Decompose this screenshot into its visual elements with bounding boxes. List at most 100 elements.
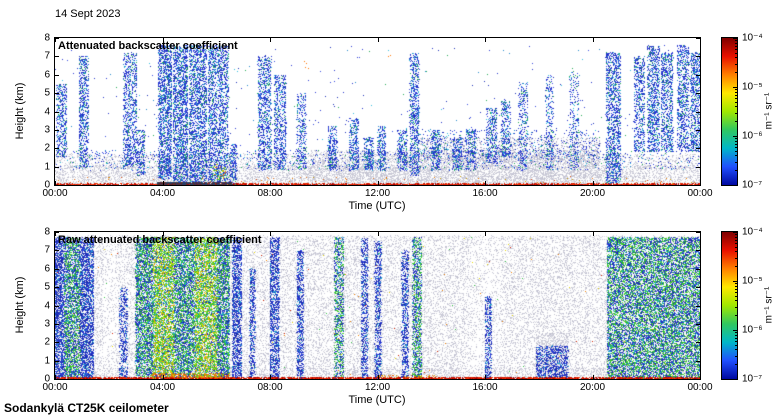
- y-tick-label: 7: [44, 50, 50, 62]
- colorbar-tick-mark: [733, 185, 738, 186]
- x-tick-mark: [377, 375, 379, 379]
- colorbar-tick-mark: [733, 379, 738, 380]
- y-tick-mark: [696, 93, 700, 95]
- x-tick-mark: [55, 38, 56, 42]
- colorbar-tick-mark: [733, 330, 738, 331]
- colorbar-minor-tick: [735, 42, 738, 44]
- colorbar-minor-tick: [735, 170, 738, 172]
- y-tick-label: 4: [44, 106, 50, 117]
- colorbar-minor-tick: [735, 257, 738, 259]
- colorbar-minor-tick: [735, 138, 738, 140]
- y-tick-mark: [696, 74, 700, 76]
- y-tick-mark: [696, 232, 700, 233]
- y-tick-label: 3: [44, 124, 50, 136]
- colorbar-minor-tick: [735, 94, 738, 96]
- x-tick-mark: [700, 232, 701, 236]
- y-tick-mark: [55, 342, 59, 344]
- colorbar-minor-tick: [735, 306, 738, 308]
- colorbar-minor-tick: [735, 334, 738, 336]
- colorbar-minor-tick: [735, 337, 738, 339]
- colorbar-minor-tick: [735, 72, 738, 74]
- colorbar-minor-tick: [735, 91, 738, 93]
- colorbar-minor-tick: [735, 140, 738, 142]
- x-tick-mark: [55, 232, 56, 236]
- x-tick-label: 12:00: [364, 382, 391, 393]
- y-tick-mark: [696, 268, 700, 270]
- raw-panel-title: Raw attenuated backscatter coefficient: [58, 234, 262, 246]
- colorbar-minor-tick: [735, 349, 738, 351]
- x-tick-label: 12:00: [364, 188, 391, 199]
- colorbar-minor-tick: [735, 52, 738, 54]
- x-tick-label: 20:00: [579, 382, 606, 393]
- x-tick-mark: [700, 38, 701, 42]
- y-tick-label: 0: [44, 373, 50, 385]
- y-tick-label: 6: [44, 69, 50, 81]
- x-tick-mark: [55, 375, 56, 379]
- y-tick-mark: [55, 379, 59, 380]
- colorbar-tick-label: 10⁻⁴: [742, 32, 763, 44]
- colorbar-minor-tick: [735, 101, 738, 103]
- x-tick-mark: [162, 232, 164, 236]
- colorbar-minor-tick: [735, 155, 738, 157]
- raw-backscatter-panel: Raw attenuated backscatter coefficient: [54, 231, 701, 380]
- x-tick-mark: [485, 38, 486, 42]
- y-tick-mark: [55, 93, 59, 95]
- colorbar: [721, 231, 738, 380]
- colorbar-minor-tick: [735, 150, 738, 152]
- y-tick-mark: [55, 287, 59, 289]
- x-tick-mark: [270, 181, 271, 185]
- y-tick-mark: [696, 38, 700, 39]
- y-tick-label: 1: [44, 355, 50, 367]
- colorbar-tick-label: 10⁻⁶: [742, 130, 763, 142]
- x-tick-mark: [270, 38, 271, 42]
- x-tick-label: 04:00: [149, 382, 176, 393]
- colorbar-minor-tick: [735, 143, 738, 145]
- x-tick-label: 04:00: [149, 188, 176, 199]
- y-tick-mark: [55, 129, 59, 131]
- y-tick-mark: [55, 38, 59, 39]
- colorbar-minor-tick: [735, 146, 738, 148]
- x-tick-mark: [162, 375, 164, 379]
- colorbar-minor-tick: [735, 246, 738, 248]
- colorbar-minor-tick: [735, 45, 738, 47]
- colorbar-minor-tick: [735, 283, 738, 285]
- y-tick-label: 0: [44, 179, 50, 191]
- y-tick-mark: [696, 342, 700, 344]
- y-tick-label: 5: [44, 281, 50, 293]
- y-tick-label: 2: [44, 142, 50, 154]
- colorbar-minor-tick: [735, 332, 738, 334]
- colorbar-tick-label: 10⁻⁷: [742, 179, 763, 191]
- y-tick-mark: [696, 250, 700, 252]
- colorbar-minor-tick: [735, 106, 738, 108]
- y-tick-mark: [696, 360, 700, 362]
- x-tick-mark: [270, 375, 271, 379]
- time-axis-label: Time (UTC): [348, 200, 406, 212]
- colorbar-minor-tick: [735, 285, 738, 287]
- colorbar-tick-mark: [733, 38, 738, 39]
- colorbar-minor-tick: [735, 121, 738, 123]
- colorbar-minor-tick: [735, 291, 738, 293]
- y-tick-label: 3: [44, 318, 50, 330]
- colorbar-minor-tick: [735, 112, 738, 114]
- colorbar-minor-tick: [735, 242, 738, 244]
- y-tick-mark: [696, 287, 700, 289]
- colorbar-minor-tick: [735, 48, 738, 50]
- y-tick-mark: [55, 232, 59, 233]
- y-tick-label: 6: [44, 263, 50, 275]
- x-tick-mark: [377, 232, 379, 236]
- y-tick-label: 8: [44, 32, 50, 44]
- x-tick-label: 16:00: [472, 382, 498, 393]
- y-tick-mark: [55, 166, 59, 168]
- x-tick-mark: [592, 232, 594, 236]
- date-label: 14 Sept 2023: [55, 8, 121, 20]
- x-tick-mark: [162, 181, 164, 185]
- colorbar-minor-tick: [735, 364, 738, 366]
- x-tick-label: 00:00: [42, 382, 68, 393]
- y-tick-mark: [696, 166, 700, 168]
- colorbar-minor-tick: [735, 288, 738, 290]
- x-tick-mark: [485, 181, 486, 185]
- colorbar-minor-tick: [735, 89, 738, 91]
- colorbar-minor-tick: [735, 239, 738, 241]
- x-tick-mark: [485, 232, 486, 236]
- colorbar-minor-tick: [735, 295, 738, 297]
